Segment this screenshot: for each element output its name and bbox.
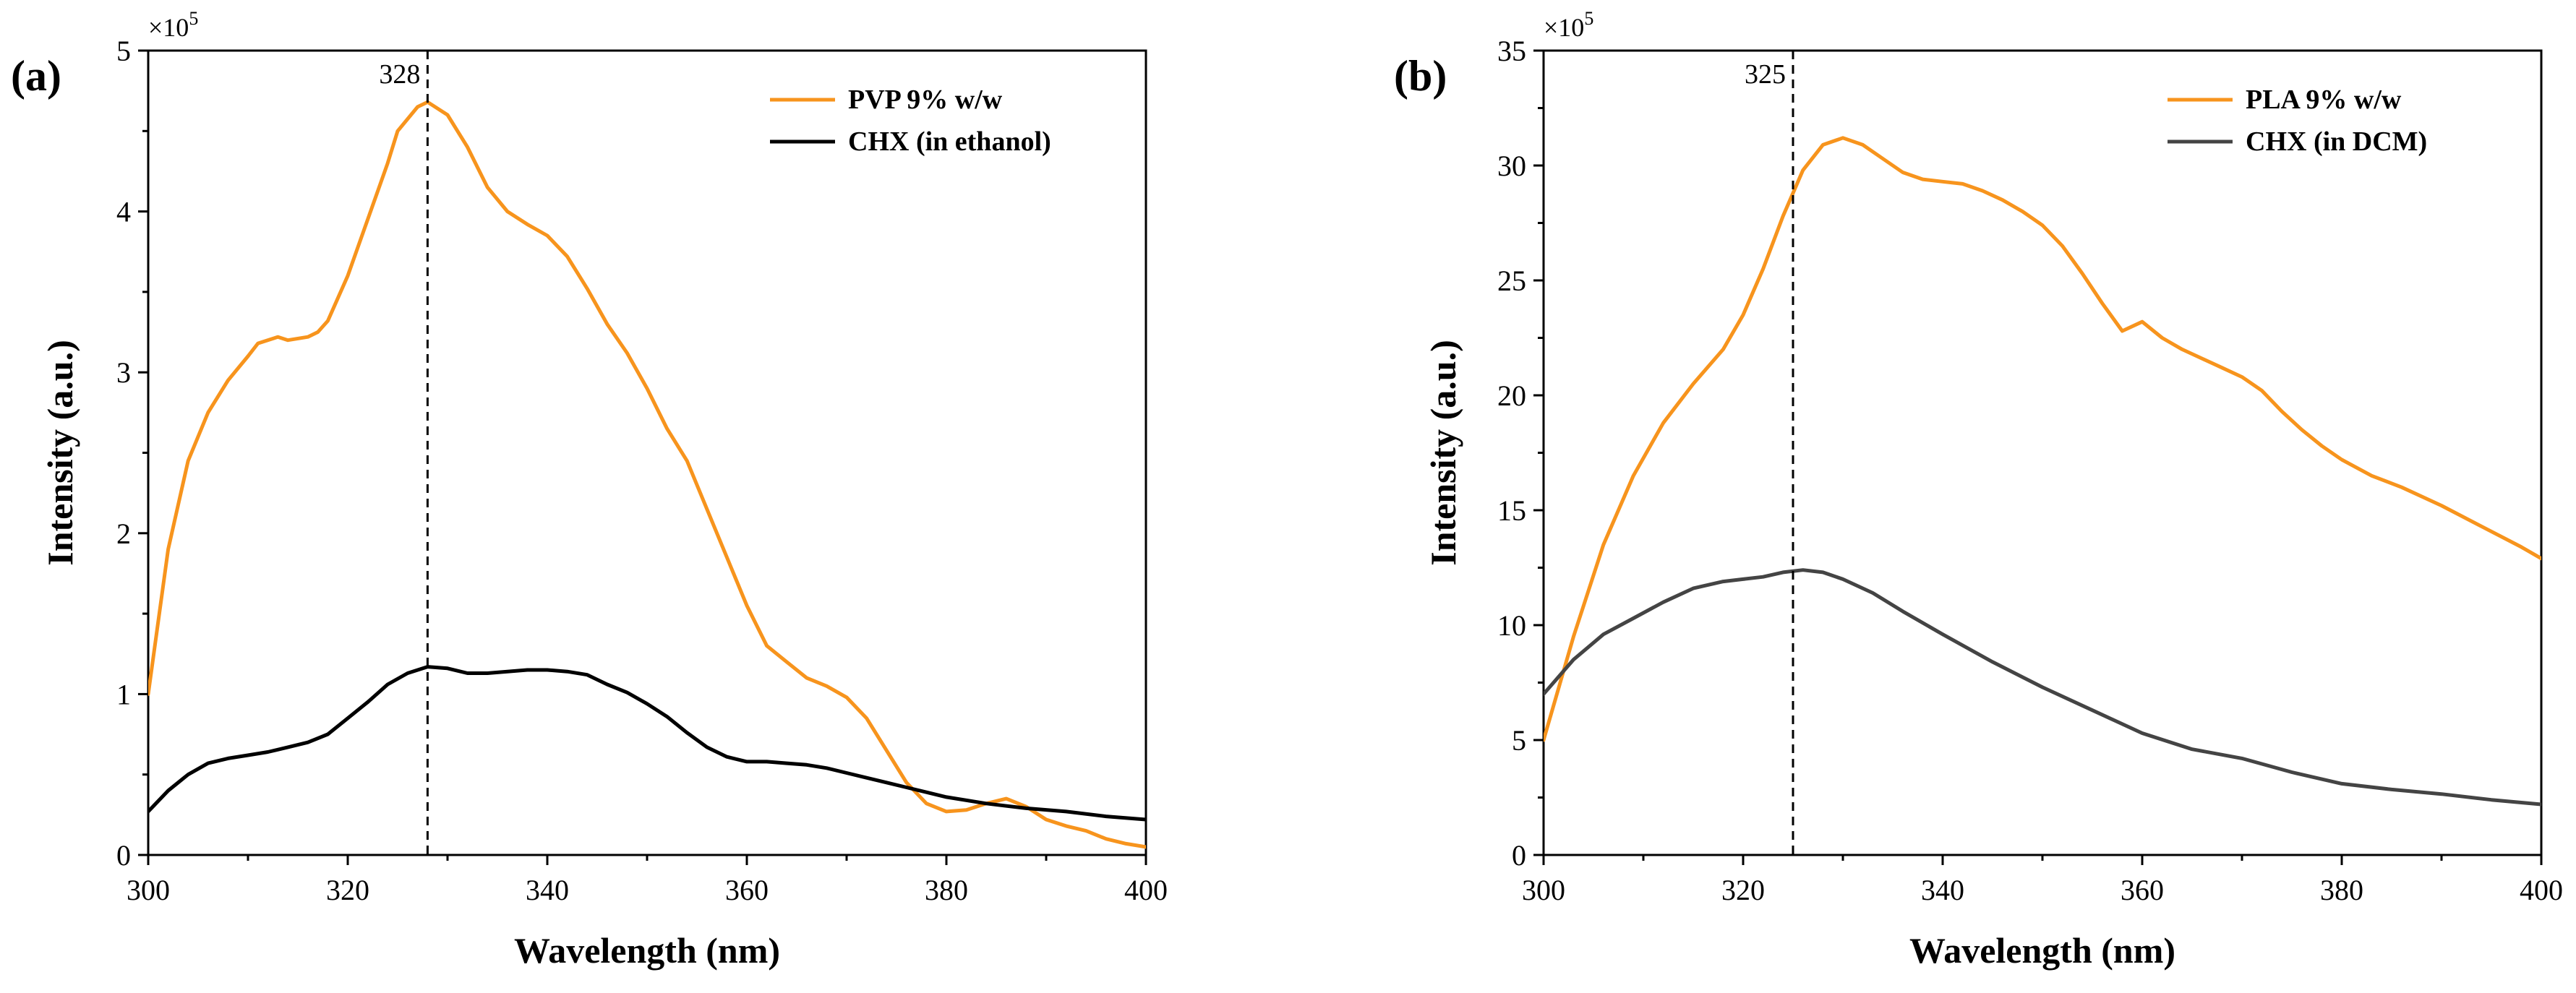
y-multiplier-exponent: 5 — [1584, 8, 1593, 29]
x-tick-label: 360 — [725, 874, 769, 906]
peak-marker-label: 325 — [1745, 59, 1786, 90]
y-tick-label: 25 — [1497, 265, 1526, 297]
legend-label: CHX (in DCM) — [2246, 126, 2427, 157]
y-multiplier-base: ×10 — [1544, 13, 1584, 42]
panel-label: (a) — [11, 52, 61, 100]
y-tick-label: 3 — [116, 356, 131, 389]
y-multiplier-base: ×10 — [148, 13, 189, 42]
y-multiplier-exponent: 5 — [189, 8, 198, 29]
y-multiplier: ×105 — [148, 8, 198, 42]
x-tick-label: 400 — [1124, 874, 1168, 906]
y-axis-title: Intensity (a.u.) — [40, 340, 80, 566]
y-tick-label: 0 — [1512, 839, 1526, 872]
legend-label: PVP 9% w/w — [848, 85, 1003, 115]
series-line-chx-in-dcm — [1544, 568, 2541, 807]
legend-label: PLA 9% w/w — [2246, 85, 2402, 115]
y-tick-label: 1 — [116, 678, 131, 710]
plot-frame — [1542, 49, 2543, 856]
x-tick-label: 380 — [925, 874, 968, 906]
y-tick-label: 10 — [1497, 609, 1526, 642]
panel-label: (b) — [1394, 52, 1447, 100]
x-tick-label: 320 — [326, 874, 369, 906]
x-tick-label: 380 — [2320, 874, 2363, 906]
x-axis-title: Wavelength (nm) — [514, 930, 780, 971]
legend-label: CHX (in ethanol) — [848, 126, 1051, 157]
x-tick-label: 340 — [1921, 874, 1964, 906]
y-tick-label: 15 — [1497, 494, 1526, 527]
chart-panel-a: (a)300 320 340 360 380 400012345×105Wavelengt… — [11, 8, 1168, 971]
x-tick-label: 300 — [127, 874, 170, 906]
x-tick-label: 360 — [2121, 874, 2164, 906]
y-tick-label: 35 — [1497, 35, 1526, 67]
y-tick-label: 0 — [116, 839, 131, 872]
y-tick-label: 4 — [116, 196, 131, 228]
y-tick-label: 30 — [1497, 150, 1526, 182]
y-tick-label: 5 — [116, 35, 131, 67]
peak-marker-label: 328 — [379, 59, 420, 90]
x-tick-label: 300 — [1522, 874, 1565, 906]
x-tick-label: 320 — [1721, 874, 1765, 906]
x-axis-title: Wavelength (nm) — [1909, 930, 2175, 971]
y-axis-title: Intensity (a.u.) — [1423, 340, 1463, 566]
chart-panel-b: (b)300 320 340 360 380 40005101520253035×105W… — [1394, 8, 2563, 971]
series-line-pla-9-w-w — [1544, 136, 2541, 742]
plot-frame — [147, 49, 1147, 856]
y-tick-label: 20 — [1497, 379, 1526, 412]
series-line-pvp-9-w-w — [148, 100, 1146, 849]
y-tick-label: 5 — [1512, 724, 1526, 757]
y-multiplier: ×105 — [1544, 8, 1593, 42]
x-tick-label: 340 — [526, 874, 569, 906]
series-line-chx-in-ethanol — [148, 665, 1146, 822]
x-tick-label: 400 — [2520, 874, 2563, 906]
y-tick-label: 2 — [116, 517, 131, 550]
